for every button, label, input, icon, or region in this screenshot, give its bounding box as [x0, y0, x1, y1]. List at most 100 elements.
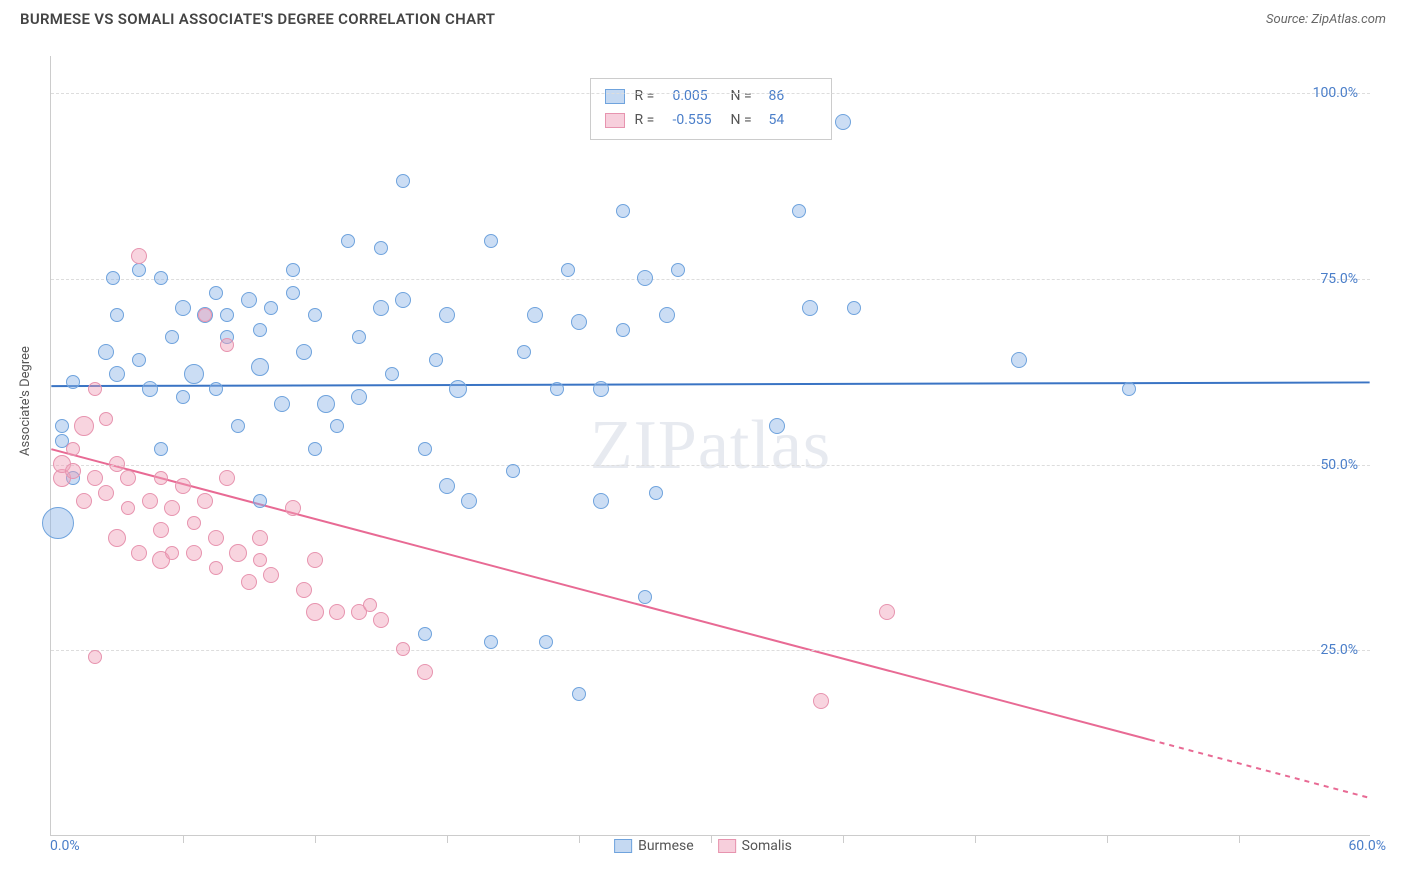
data-point	[802, 300, 818, 316]
legend-r-value: 0.005	[673, 85, 721, 109]
data-point	[527, 307, 543, 323]
y-tick-label: 50.0%	[1320, 457, 1358, 473]
data-point	[835, 114, 851, 130]
data-point	[517, 345, 531, 359]
trend-lines	[51, 56, 1370, 835]
data-point	[439, 307, 455, 323]
data-point	[352, 330, 366, 344]
legend-swatch	[718, 839, 736, 853]
data-point	[461, 493, 477, 509]
data-point	[184, 364, 204, 384]
data-point	[417, 664, 433, 680]
data-point	[308, 308, 322, 322]
correlation-legend: R = 0.005 N = 86 R = -0.555 N = 54	[590, 78, 832, 140]
x-tick	[975, 835, 976, 843]
data-point	[769, 418, 785, 434]
data-point	[363, 598, 377, 612]
data-point	[373, 612, 389, 628]
data-point	[616, 204, 630, 218]
data-point	[241, 574, 257, 590]
x-tick	[447, 835, 448, 843]
series-legend-item: Burmese	[614, 838, 694, 854]
data-point	[74, 416, 94, 436]
legend-row: R = -0.555 N = 54	[605, 109, 817, 133]
data-point	[175, 478, 191, 494]
data-point	[220, 308, 234, 322]
data-point	[373, 300, 389, 316]
data-point	[317, 395, 335, 413]
data-point	[341, 234, 355, 248]
data-point	[561, 263, 575, 277]
data-point	[329, 604, 345, 620]
data-point	[154, 442, 168, 456]
data-point	[539, 635, 553, 649]
data-point	[175, 300, 191, 316]
legend-swatch	[614, 839, 632, 853]
data-point	[449, 380, 467, 398]
data-point	[229, 544, 247, 562]
data-point	[307, 552, 323, 568]
legend-r-label: R =	[635, 85, 663, 109]
series-legend-item: Somalis	[718, 838, 792, 854]
legend-n-label: N =	[731, 85, 759, 109]
data-point	[98, 485, 114, 501]
data-point	[296, 582, 312, 598]
data-point	[330, 419, 344, 433]
data-point	[109, 366, 125, 382]
legend-swatch	[605, 113, 625, 128]
data-point	[308, 442, 322, 456]
data-point	[66, 375, 80, 389]
data-point	[296, 344, 312, 360]
data-point	[198, 308, 212, 322]
legend-n-label: N =	[731, 109, 759, 133]
data-point	[209, 561, 223, 575]
chart-source: Source: ZipAtlas.com	[1266, 12, 1386, 27]
data-point	[616, 323, 630, 337]
legend-r-value: -0.555	[673, 109, 721, 133]
data-point	[209, 286, 223, 300]
data-point	[106, 271, 120, 285]
plot-area: ZIPatlas R = 0.005 N = 86 R = -0.555 N =…	[50, 56, 1370, 836]
grid-line	[51, 465, 1370, 466]
data-point	[418, 442, 432, 456]
data-point	[109, 456, 125, 472]
series-legend: Burmese Somalis	[614, 838, 792, 854]
data-point	[65, 463, 81, 479]
data-point	[638, 590, 652, 604]
chart-title: BURMESE VS SOMALI ASSOCIATE'S DEGREE COR…	[20, 10, 495, 28]
data-point	[847, 301, 861, 315]
data-point	[87, 470, 103, 486]
data-point	[506, 464, 520, 478]
data-point	[220, 338, 234, 352]
data-point	[396, 642, 410, 656]
data-point	[154, 471, 168, 485]
data-point	[66, 442, 80, 456]
data-point	[593, 493, 609, 509]
grid-line	[51, 650, 1370, 651]
data-point	[649, 486, 663, 500]
data-point	[263, 567, 279, 583]
x-tick	[183, 835, 184, 843]
data-point	[306, 603, 324, 621]
data-point	[879, 604, 895, 620]
data-point	[164, 500, 180, 516]
data-point	[439, 478, 455, 494]
data-point	[219, 470, 235, 486]
data-point	[251, 358, 269, 376]
data-point	[671, 263, 685, 277]
data-point	[131, 248, 147, 264]
data-point	[429, 353, 443, 367]
legend-label: Burmese	[638, 838, 694, 854]
data-point	[121, 501, 135, 515]
data-point	[395, 292, 411, 308]
data-point	[351, 389, 367, 405]
grid-line	[51, 93, 1370, 94]
y-tick-label: 100.0%	[1313, 85, 1358, 101]
data-point	[792, 204, 806, 218]
y-tick-label: 25.0%	[1320, 642, 1358, 658]
legend-row: R = 0.005 N = 86	[605, 85, 817, 109]
data-point	[208, 530, 224, 546]
data-point	[153, 522, 169, 538]
x-tick	[1107, 835, 1108, 843]
data-point	[285, 500, 301, 516]
